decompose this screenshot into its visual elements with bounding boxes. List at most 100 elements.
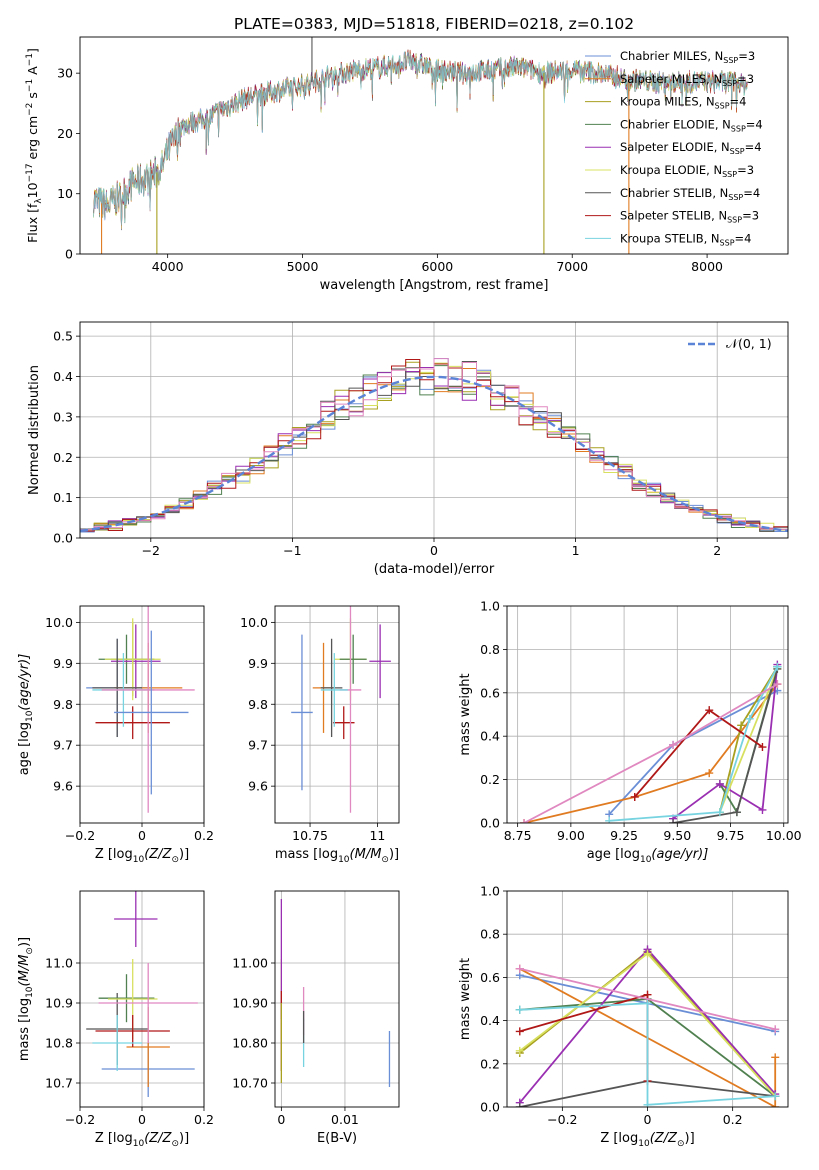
y-label-part: erg cm <box>25 116 40 164</box>
axes-frame <box>79 605 205 824</box>
mass-weight-marker <box>515 1103 524 1107</box>
y-axis-label: Normed distribution <box>27 365 42 495</box>
legend-nssp: =3 <box>738 49 755 63</box>
x-label-sub: 10 <box>133 1139 145 1149</box>
mass-weight-marker <box>758 805 767 814</box>
x-axis-label: Z [log10(Z/Z⊙)] <box>95 1131 189 1149</box>
x-axis-label: wavelength [Angstrom, rest frame] <box>320 278 549 293</box>
y-label-part: mass weight <box>458 673 473 755</box>
legend-nssp: =4 <box>746 117 763 131</box>
ticks: 0 0.01 10.70 10.80 10.90 11.00 <box>232 956 359 1128</box>
x-label-part: Z [log <box>600 1131 638 1146</box>
mass-weight-marker <box>737 721 746 730</box>
mass-weight-marker <box>515 1046 524 1055</box>
mass-weight-marker <box>771 1025 780 1034</box>
plot-area <box>515 945 780 1107</box>
x-tick-label: −0.2 <box>65 1112 95 1127</box>
y-label-part: Flux [f <box>25 203 40 243</box>
panel-4: 10.75 11 9.6 9.7 9.8 9.9 10.0 mass [log10(M/M⊙)… <box>240 605 400 865</box>
legend-entry: Chabrier ELODIE, NSSP=4 <box>620 117 763 133</box>
x-tick-label: 8000 <box>691 259 723 274</box>
plot-area <box>86 891 198 1097</box>
y-tick-label: 0.4 <box>53 369 73 384</box>
mass-weight-marker <box>643 999 652 1008</box>
ticks: −2 −1 0 1 2 0.0 0.1 0.2 0.3 0.4 0.5 <box>53 329 721 558</box>
mass-weight-marker <box>773 680 782 689</box>
y-label-part: ] <box>25 48 40 53</box>
panel-2: −2 −1 0 1 2 0.0 0.1 0.2 0.3 0.4 0.5 (data-model)/er… <box>27 321 789 577</box>
x-tick-label: 0 <box>277 1112 285 1127</box>
legend-nssp: =4 <box>735 231 752 245</box>
y-tick-label: 9.8 <box>248 697 268 712</box>
y-tick-label: 0.4 <box>480 729 500 744</box>
plot-area <box>520 660 782 823</box>
y-label-part: −1 <box>25 53 35 66</box>
x-tick-label: 8.75 <box>504 828 532 843</box>
x-label-tail: (Z/Z <box>650 1131 678 1146</box>
y-axis-label: mass weight <box>458 673 473 755</box>
legend-model: Kroupa STELIB, N <box>620 231 720 245</box>
y-tick-label: 0.0 <box>53 531 73 546</box>
legend-sub: SSP <box>720 238 735 247</box>
ticks: −0.2 0 0.2 9.6 9.7 9.8 9.9 10.0 <box>45 615 214 843</box>
grid <box>79 606 205 823</box>
y-tick-label: 9.7 <box>248 738 268 753</box>
y-tick-label: 30 <box>57 66 73 81</box>
x-label-part: E(B-V) <box>317 1131 357 1146</box>
x-label-tail: (Z/Z <box>144 1131 172 1146</box>
plot-area <box>93 37 748 254</box>
y-tick-label: 10.9 <box>45 996 73 1011</box>
y-label-part: A <box>25 66 40 79</box>
y-tick-label: 9.6 <box>53 779 73 794</box>
mass-weight-marker <box>643 990 652 999</box>
legend-nssp: =3 <box>737 72 754 86</box>
mass-weight-line <box>519 967 776 1031</box>
y-tick-label: 0.0 <box>480 816 500 831</box>
legend-nssp: =3 <box>737 163 754 177</box>
spectrum-line <box>93 51 748 226</box>
x-label-sub: 10 <box>640 855 652 865</box>
axes-frame <box>79 890 205 1108</box>
legend-sub: SSP <box>728 193 743 202</box>
y-label-tail: (M/M <box>17 955 32 987</box>
mass-weight-line <box>519 968 777 1107</box>
y-tick-label: 10.7 <box>45 1076 73 1091</box>
x-label-sub: 10 <box>338 855 350 865</box>
ticks: 10.75 11 9.6 9.7 9.8 9.9 10.0 <box>240 615 385 843</box>
y-tick-label: 9.6 <box>248 779 268 794</box>
x-tick-label: 0 <box>644 1112 652 1127</box>
y-tick-label: 0.2 <box>480 772 500 787</box>
y-axis-label: age [log10(age/yr)] <box>17 654 35 776</box>
mass-weight-marker <box>669 740 678 749</box>
x-axis-label: age [log10(age/yr)] <box>587 847 709 865</box>
legend-sub: SSP <box>715 102 730 111</box>
y-label-part: mass [log <box>17 998 32 1061</box>
legend-model: Kroupa ELODIE, N <box>620 163 722 177</box>
y-tick-label: 9.9 <box>53 656 73 671</box>
y-tick-label: 0.6 <box>480 970 500 985</box>
y-tick-label: 1.0 <box>480 599 500 614</box>
y-tick-label: 10.90 <box>232 996 268 1011</box>
y-tick-label: 1.0 <box>480 884 500 899</box>
legend-nssp: =3 <box>742 209 759 223</box>
x-label-part: (data-model)/error <box>374 562 495 577</box>
mass-weight-marker <box>771 1103 780 1107</box>
x-tick-label: 7000 <box>556 259 588 274</box>
y-label-part: −1 <box>25 79 35 92</box>
x-label-part: mass [log <box>275 847 338 862</box>
mass-weight-line <box>523 683 779 823</box>
y-axis-label: mass [log10(M/M⊙)] <box>17 937 35 1061</box>
mass-weight-marker <box>771 1053 780 1062</box>
y-tick-label: 0.4 <box>480 1013 500 1028</box>
y-tick-label: 10.8 <box>45 1036 73 1051</box>
x-tick-label: −0.2 <box>65 828 95 843</box>
legend-model: Chabrier STELIB, N <box>620 186 728 200</box>
mass-weight-marker <box>630 792 639 801</box>
legend-model: Salpeter STELIB, N <box>620 209 727 223</box>
x-tick-label: 0.2 <box>194 828 214 843</box>
x-label-sun: ⊙ <box>171 1139 179 1149</box>
y-tick-label: 10.0 <box>240 615 268 630</box>
ticks: −0.2 0 0.2 10.7 10.8 10.9 11.0 <box>45 956 214 1128</box>
legend-sub: SSP <box>723 56 738 65</box>
